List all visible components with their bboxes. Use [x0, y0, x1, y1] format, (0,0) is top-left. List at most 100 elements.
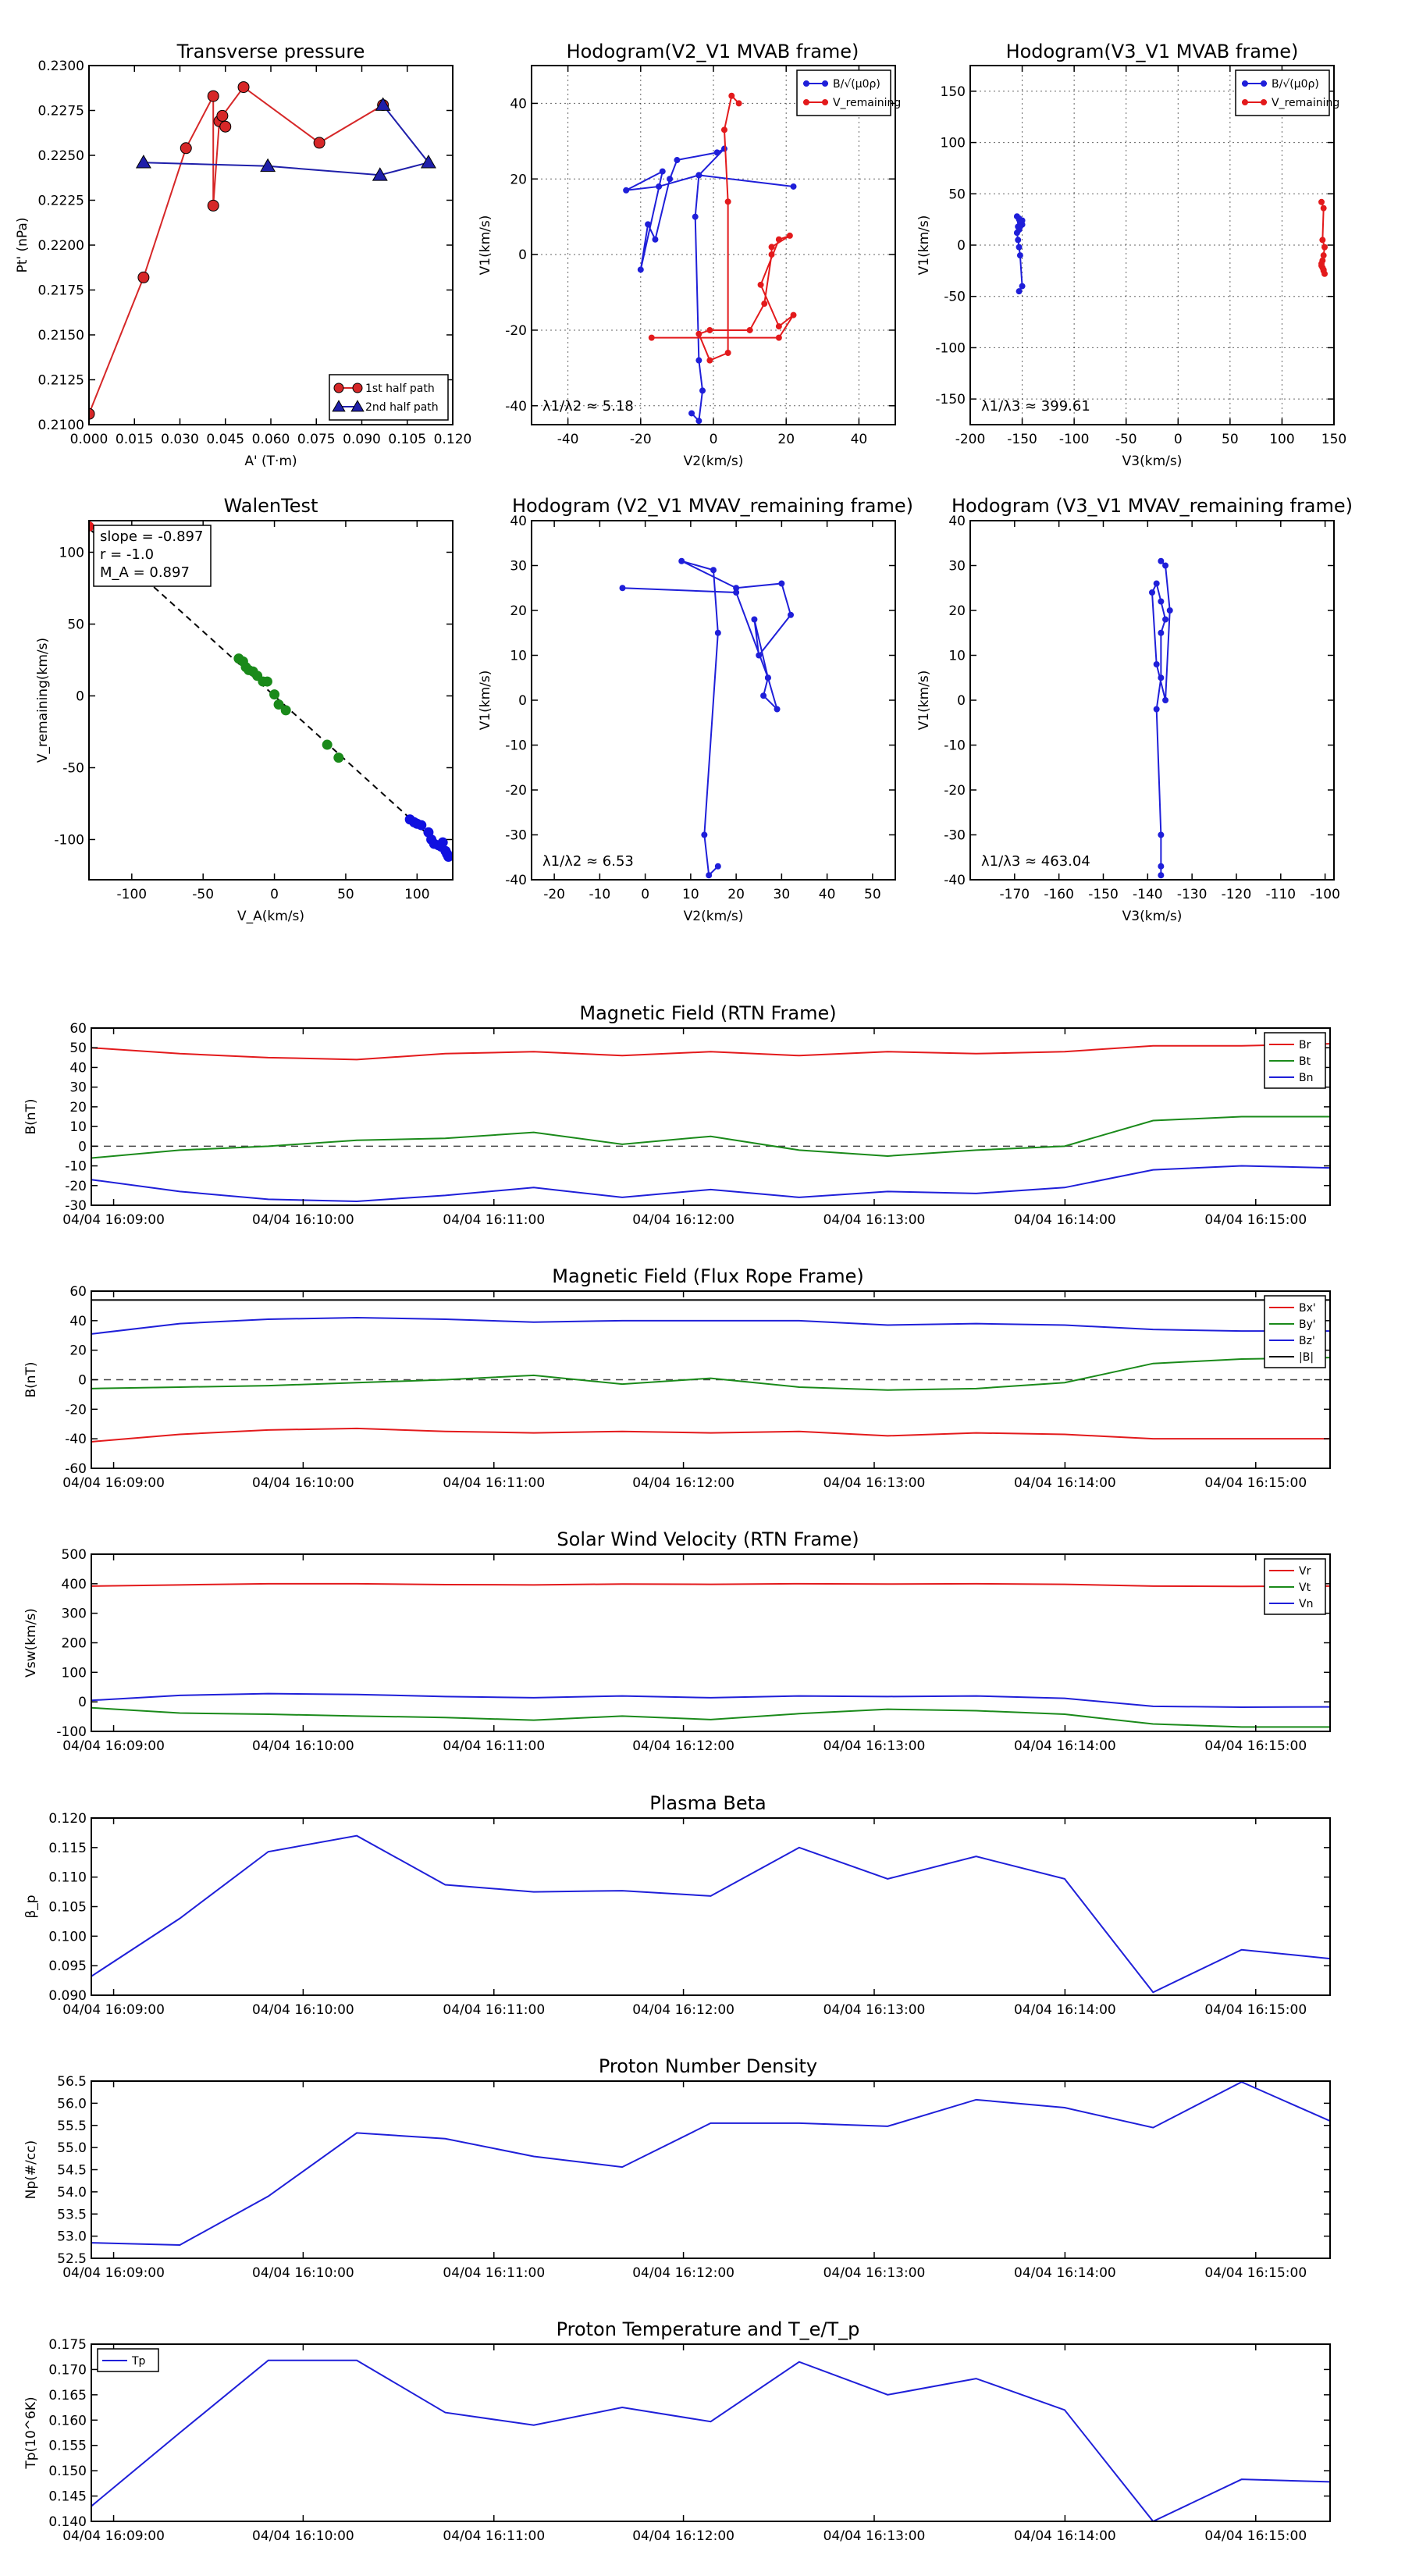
y-tick-label: 0.2250 — [38, 148, 84, 164]
data-point — [375, 97, 391, 111]
y-tick-label: 0.2275 — [38, 104, 84, 119]
chart-beta: 0.090 0.095 0.100 0.105 0.110 0.115 0.120 04/04… — [23, 1811, 1331, 2018]
y-tick-label: 0 — [957, 238, 966, 254]
y-tick-label: 20 — [510, 172, 527, 187]
series-line-Br — [91, 1043, 1330, 1061]
data-point — [775, 236, 782, 243]
series-line-Vr — [91, 1582, 1330, 1588]
y-tick-label: 53.0 — [57, 2229, 87, 2245]
x-tick-label: 0 — [710, 432, 718, 447]
legend-marker — [352, 382, 363, 393]
x-tick-label: 04/04 16:12:00 — [632, 1475, 735, 1491]
data-point — [207, 90, 219, 102]
y-tick-label: 0.165 — [48, 2388, 87, 2403]
y-tick-label: 0.2300 — [38, 59, 84, 74]
x-tick-label: -120 — [1222, 887, 1252, 902]
data-point — [443, 852, 453, 863]
x-tick-label: 0.075 — [297, 432, 336, 447]
y-tick-label: 0.175 — [48, 2337, 87, 2353]
data-point — [89, 407, 95, 420]
series-line-Bt — [91, 1115, 1330, 1159]
plot-area — [89, 81, 436, 420]
y-tick-label: -20 — [65, 1402, 87, 1418]
x-tick-label: -200 — [955, 432, 986, 447]
y-tick-label: 0.145 — [48, 2489, 87, 2505]
y-axis-label: V_remaining(km/s) — [35, 638, 51, 763]
plot-area — [91, 1834, 1330, 1994]
legend-marker — [803, 80, 809, 87]
plot-area — [1149, 557, 1173, 879]
y-tick-label: 50 — [948, 187, 966, 202]
data-point — [768, 244, 775, 251]
axes-frame — [88, 520, 454, 881]
data-point — [695, 418, 702, 425]
data-point — [1158, 598, 1165, 605]
x-axis-label: V3(km/s) — [1122, 909, 1183, 924]
x-tick-label: 04/04 16:09:00 — [62, 2528, 165, 2544]
data-point — [1320, 205, 1327, 212]
y-tick-label: 0 — [78, 1139, 87, 1155]
data-point — [1320, 266, 1327, 273]
data-point — [695, 172, 702, 179]
data-point — [269, 689, 280, 700]
legend-label: Vn — [1299, 1598, 1313, 1610]
x-tick-label: -50 — [192, 887, 214, 902]
series-line-1 — [651, 94, 795, 361]
x-tick-label: -100 — [1059, 432, 1090, 447]
data-point — [768, 251, 775, 258]
data-point — [260, 158, 276, 173]
y-tick-label: 200 — [62, 1636, 87, 1652]
data-point — [135, 155, 151, 169]
data-point — [1149, 589, 1155, 596]
x-tick-label: 04/04 16:13:00 — [823, 1475, 926, 1491]
ratio-annotation: λ1/λ3 ≈ 399.61 — [981, 398, 1090, 415]
y-axis-label: Pt' (nPa) — [15, 218, 30, 273]
data-point — [706, 872, 713, 879]
y-tick-label: 20 — [510, 603, 527, 619]
x-tick-label: -150 — [1007, 432, 1037, 447]
data-point — [733, 589, 740, 596]
legend-marker — [332, 400, 346, 412]
x-tick-label: 04/04 16:10:00 — [252, 2265, 354, 2281]
y-tick-label: 0 — [78, 1695, 87, 1710]
y-tick-label: 0.2125 — [38, 373, 84, 389]
ratio-annotation: λ1/λ3 ≈ 463.04 — [981, 853, 1090, 870]
data-point — [1158, 674, 1165, 681]
data-point — [728, 92, 735, 99]
chart-hv3: -200 -150 -100 -50 0 50 100 150 -150 -100 -50 0 50 10… — [916, 65, 1346, 469]
data-point — [692, 213, 699, 220]
y-tick-label: 0 — [518, 247, 527, 263]
data-point — [237, 81, 250, 94]
data-point — [652, 236, 659, 243]
y-tick-label: 56.0 — [57, 2096, 87, 2112]
y-tick-label: -20 — [505, 783, 527, 799]
data-point — [1320, 252, 1327, 259]
y-tick-label: 30 — [69, 1080, 87, 1096]
x-tick-label: 0.000 — [70, 432, 108, 447]
data-point — [645, 221, 652, 228]
x-tick-label: 04/04 16:15:00 — [1204, 1738, 1307, 1754]
data-point — [695, 330, 702, 337]
plot-area — [91, 2081, 1330, 2246]
x-tick-label: 04/04 16:09:00 — [62, 2002, 165, 2018]
data-point — [1158, 557, 1165, 564]
x-tick-label: 04/04 16:15:00 — [1204, 2265, 1307, 2281]
data-point — [1153, 661, 1160, 667]
series-line-0 — [625, 148, 794, 423]
y-tick-label: 55.5 — [57, 2119, 87, 2134]
data-point — [788, 611, 795, 618]
legend-box — [796, 69, 891, 116]
x-tick-label: 0.045 — [206, 432, 244, 447]
x-tick-label: 04/04 16:14:00 — [1014, 2002, 1116, 2018]
series-line-Vn — [91, 1692, 1330, 1708]
series-line-Vt — [91, 1706, 1330, 1728]
ratio-annotation: λ1/λ2 ≈ 6.53 — [542, 853, 634, 870]
data-point — [1158, 629, 1165, 636]
data-point — [623, 187, 630, 194]
y-tick-label: 400 — [62, 1577, 87, 1592]
y-tick-label: 50 — [69, 1041, 87, 1056]
data-point — [674, 157, 681, 164]
data-point — [619, 585, 626, 592]
x-tick-label: 0 — [641, 887, 649, 902]
y-tick-label: 60 — [69, 1284, 87, 1300]
